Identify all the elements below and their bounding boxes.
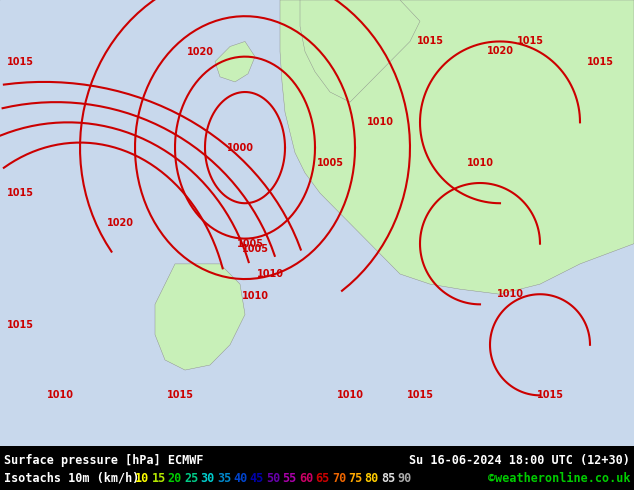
Text: 1005: 1005	[236, 239, 264, 249]
Text: 1010: 1010	[257, 269, 283, 279]
Text: 1020: 1020	[486, 46, 514, 55]
Text: 40: 40	[233, 472, 248, 485]
Text: 1015: 1015	[6, 57, 34, 67]
Text: Su 16-06-2024 18:00 UTC (12+30): Su 16-06-2024 18:00 UTC (12+30)	[409, 454, 630, 467]
Text: 15: 15	[152, 472, 165, 485]
Text: 25: 25	[184, 472, 198, 485]
Text: 30: 30	[200, 472, 215, 485]
Text: 70: 70	[332, 472, 346, 485]
Text: 80: 80	[365, 472, 379, 485]
Polygon shape	[215, 42, 255, 82]
Text: 1010: 1010	[467, 158, 493, 168]
Text: 85: 85	[381, 472, 395, 485]
Text: 1020: 1020	[107, 219, 134, 228]
Text: 1010: 1010	[366, 117, 394, 127]
Text: 90: 90	[398, 472, 411, 485]
Text: 65: 65	[315, 472, 330, 485]
Text: Surface pressure [hPa] ECMWF: Surface pressure [hPa] ECMWF	[4, 454, 204, 467]
Text: 1005: 1005	[242, 244, 269, 254]
Text: 55: 55	[283, 472, 297, 485]
Text: 1020: 1020	[186, 47, 214, 56]
Text: 20: 20	[168, 472, 182, 485]
Polygon shape	[300, 0, 420, 102]
Text: 1015: 1015	[536, 391, 564, 400]
Text: 1015: 1015	[6, 319, 34, 330]
Text: ©weatheronline.co.uk: ©weatheronline.co.uk	[488, 472, 630, 485]
Text: 1000: 1000	[226, 143, 254, 152]
Text: 1015: 1015	[586, 57, 614, 67]
Polygon shape	[155, 264, 245, 370]
Text: 35: 35	[217, 472, 231, 485]
Text: 1010: 1010	[496, 289, 524, 299]
Polygon shape	[280, 0, 634, 294]
Text: 1015: 1015	[517, 36, 543, 47]
Text: 1005: 1005	[316, 158, 344, 168]
Text: 10: 10	[135, 472, 149, 485]
Text: 75: 75	[348, 472, 363, 485]
Text: 1010: 1010	[242, 291, 269, 301]
Text: 1010: 1010	[337, 391, 363, 400]
Text: 1015: 1015	[167, 391, 193, 400]
Text: Isotachs 10m (km/h): Isotachs 10m (km/h)	[4, 472, 146, 485]
Text: 1015: 1015	[6, 188, 34, 198]
Text: 60: 60	[299, 472, 313, 485]
Text: 50: 50	[266, 472, 280, 485]
Text: 1010: 1010	[46, 391, 74, 400]
Text: 45: 45	[250, 472, 264, 485]
Text: 1015: 1015	[417, 36, 444, 47]
Text: 1015: 1015	[406, 391, 434, 400]
